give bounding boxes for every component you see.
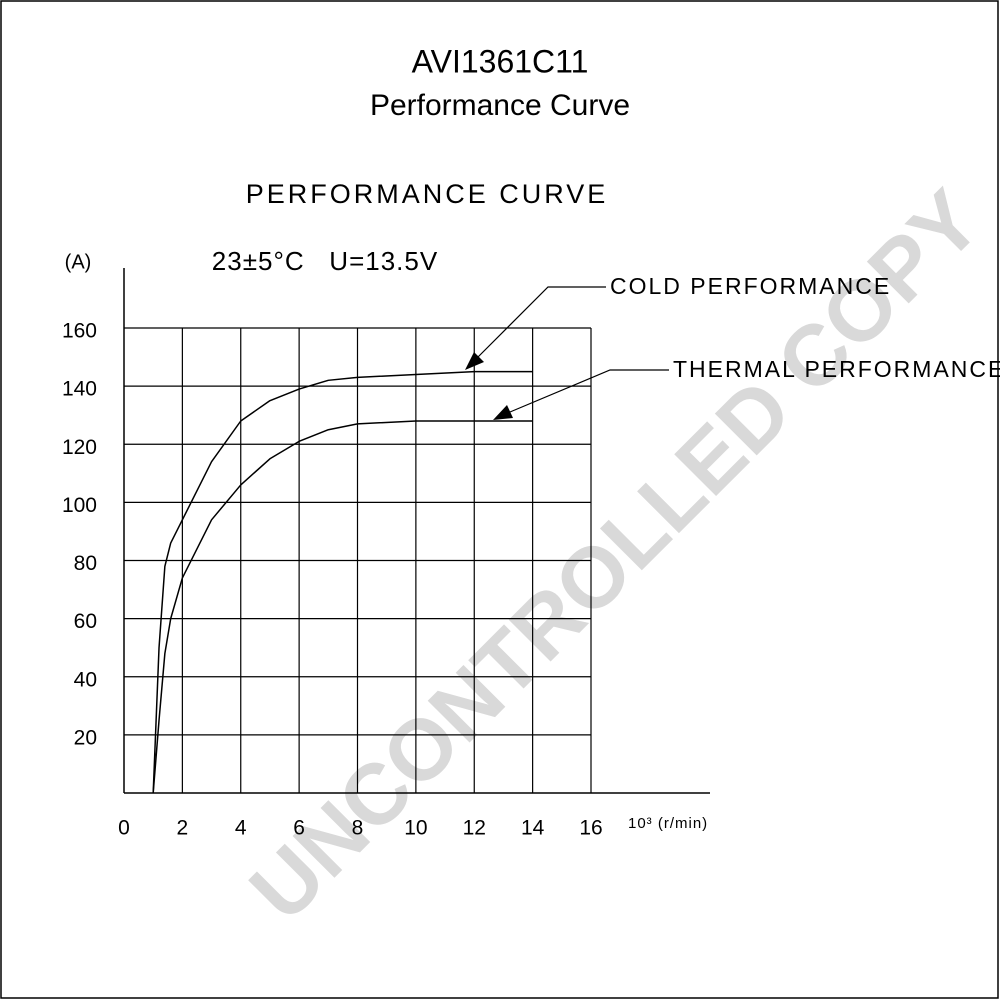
arrowhead: [493, 405, 513, 420]
y-tick-label: 100: [62, 494, 97, 517]
x-tick-label: 2: [177, 817, 189, 840]
x-tick-label: 10: [404, 817, 427, 840]
chart-subtitle: Performance Curve: [370, 89, 630, 122]
x-tick-label: 0: [118, 817, 130, 840]
leader-line: [477, 286, 606, 358]
legend-label: COLD PERFORMANCE: [610, 273, 891, 299]
y-tick-label: 140: [62, 378, 97, 401]
data-line: [152, 370, 533, 794]
y-axis-label: (A): [65, 251, 92, 273]
x-tick-label: 8: [352, 817, 364, 840]
chart-heading: PERFORMANCE CURVE: [246, 179, 609, 209]
y-tick-label: 60: [74, 610, 97, 633]
x-tick-label: 6: [293, 817, 305, 840]
chart-title: AVI1361C11: [412, 43, 589, 79]
x-tick-label: 16: [579, 817, 602, 840]
data-line: [152, 420, 533, 794]
condition-label: 23±5°C U=13.5V: [212, 246, 438, 276]
x-axis-label: 10³ (r/min): [628, 815, 708, 832]
leader-line: [509, 369, 669, 413]
x-tick-label: 14: [521, 817, 545, 840]
y-tick-label: 120: [62, 436, 97, 459]
y-tick-label: 80: [74, 552, 97, 575]
y-tick-label: 160: [62, 320, 97, 343]
x-tick-label: 4: [235, 817, 247, 840]
y-tick-label: 20: [74, 726, 97, 749]
legend-label: THERMAL PERFORMANCE: [673, 356, 1000, 382]
x-tick-label: 12: [463, 817, 486, 840]
y-tick-label: 40: [74, 668, 97, 691]
